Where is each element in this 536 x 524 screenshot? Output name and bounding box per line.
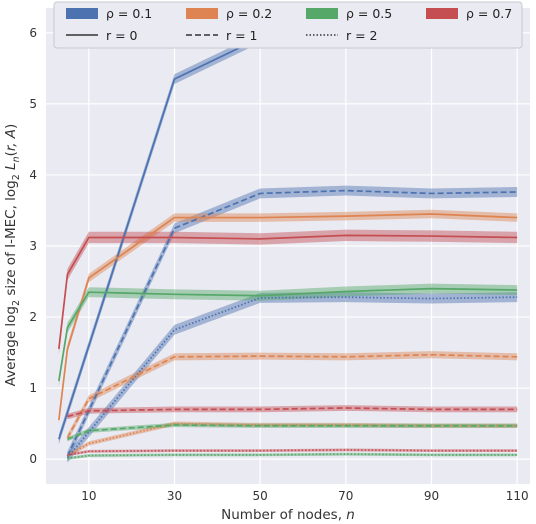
y-tick-label: 5: [29, 97, 37, 111]
x-tick-label: 10: [81, 489, 96, 503]
legend-swatch: [66, 8, 98, 19]
series-line-rho-0.5-r-0: [58, 287, 518, 382]
y-tick-label: 6: [29, 26, 37, 40]
x-tick-label: 90: [424, 489, 439, 503]
legend-box: [53, 1, 523, 49]
x-tick-label: 110: [506, 489, 529, 503]
series-line-rho-0.7-r-0: [58, 234, 518, 350]
series-line-rho-0.7-r-2: [67, 449, 518, 456]
y-axis-label: Average log2 size of I-MEC, log2 Ln(r, A…: [3, 124, 22, 387]
y-tick-label: 2: [29, 310, 37, 324]
legend-label: ρ = 0.7: [466, 6, 512, 21]
y-tick-label: 4: [29, 168, 37, 182]
x-tick-label: 30: [167, 489, 182, 503]
grid-lines: [46, 8, 530, 484]
x-tick-label: 50: [253, 489, 268, 503]
series-line-rho-0.1-r-2: [66, 296, 518, 459]
x-axis-label: Number of nodes, n: [221, 507, 355, 523]
x-tick-label: 70: [338, 489, 353, 503]
legend-label: ρ = 0.2: [226, 6, 272, 21]
legend-label: r = 0: [106, 28, 138, 43]
band-rho-0.5-r-1: [67, 422, 518, 442]
legend-label: ρ = 0.5: [346, 6, 392, 21]
y-tick-label: 3: [29, 239, 37, 253]
y-tick-label: 0: [29, 452, 37, 466]
tick-labels: 10 30 50 70 90 110 0 1 2 3 4 5 6: [29, 26, 528, 503]
legend-label: r = 2: [346, 28, 378, 43]
series-line-rho-0.2-r-2: [66, 422, 518, 457]
series-line-rho-0.7-r-1: [67, 407, 518, 418]
legend-swatch: [306, 8, 338, 19]
legend-swatch: [186, 8, 218, 19]
series-line-rho-0.2-r-1: [66, 353, 518, 439]
series-line-rho-0.5-r-2: [67, 453, 518, 460]
legend: ρ = 0.1 ρ = 0.2 ρ = 0.5 ρ = 0.7 r = 0 r = 1 r …: [53, 1, 523, 49]
legend-label: r = 1: [226, 28, 258, 43]
series-line-rho-0.2-r-0: [58, 213, 518, 421]
legend-label: ρ = 0.1: [106, 6, 152, 21]
series-layer: [58, 31, 518, 463]
band-rho-0.7-r-0: [58, 229, 518, 355]
y-tick-label: 1: [29, 381, 37, 395]
legend-swatch: [426, 8, 458, 19]
series-line-rho-0.1-r-1: [66, 189, 518, 457]
series-line-rho-0.5-r-1: [67, 424, 518, 441]
